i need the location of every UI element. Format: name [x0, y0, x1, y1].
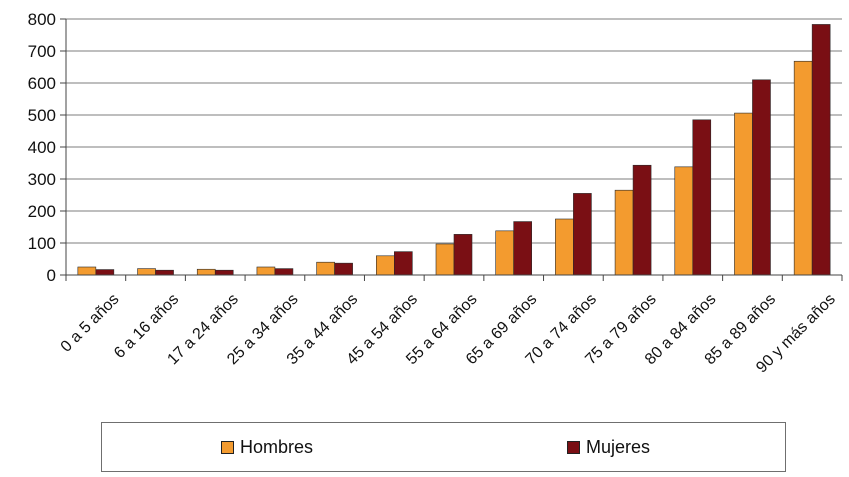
bar-hombres-0 — [77, 266, 97, 276]
y-tick-label: 600 — [28, 74, 56, 93]
bar-hombres-10 — [674, 166, 694, 276]
bar-mujeres-8 — [573, 193, 592, 276]
bar-hombres-4 — [316, 261, 335, 276]
gridlines — [66, 18, 842, 244]
y-tick-label: 700 — [28, 42, 56, 61]
bar-mujeres-1 — [155, 269, 174, 276]
bar-mujeres-0 — [95, 269, 115, 276]
bar-hombres-11 — [734, 112, 753, 276]
bar-hombres-6 — [435, 243, 455, 276]
bar-hombres-7 — [495, 230, 514, 276]
bar-mujeres-3 — [274, 268, 294, 276]
bar-hombres-8 — [555, 218, 574, 276]
bar-mujeres-10 — [692, 119, 712, 276]
y-tick-label: 200 — [28, 202, 56, 221]
legend: Hombres Mujeres — [101, 422, 786, 472]
legend-entry-hombres: Hombres — [221, 437, 313, 458]
legend-label-hombres: Hombres — [240, 437, 314, 457]
legend-swatch-hombres — [221, 441, 234, 454]
bar-mujeres-5 — [394, 251, 413, 276]
y-tick-label: 400 — [28, 138, 56, 157]
bar-mujeres-7 — [513, 221, 532, 276]
legend-entry-mujeres: Mujeres — [567, 437, 650, 458]
bar-hombres-9 — [614, 189, 634, 276]
y-tick-label: 500 — [28, 106, 56, 125]
legend-swatch-mujeres — [567, 441, 580, 454]
bar-mujeres-6 — [453, 234, 473, 276]
y-tick-label: 300 — [28, 170, 56, 189]
y-tick-label: 100 — [28, 234, 56, 253]
bar-mujeres-4 — [334, 262, 353, 276]
bar-mujeres-12 — [811, 24, 831, 276]
bar-hombres-1 — [137, 268, 156, 276]
bar-hombres-12 — [793, 60, 813, 276]
bar-hombres-5 — [376, 255, 395, 276]
y-axis-ticks: 0 100 200 300 400 500 600 700 800 — [28, 10, 66, 285]
bar-hombres-2 — [196, 268, 216, 276]
bar-hombres-3 — [256, 266, 276, 276]
x-category-label: 0 a 5 años — [58, 291, 123, 356]
legend-label-mujeres: Mujeres — [586, 437, 651, 457]
bar-mujeres-2 — [214, 269, 234, 276]
y-tick-label: 800 — [28, 10, 56, 29]
y-tick-label: 0 — [47, 266, 56, 285]
bar-mujeres-9 — [632, 164, 652, 276]
bars — [77, 24, 831, 276]
axes — [65, 19, 843, 281]
bar-mujeres-11 — [752, 79, 771, 276]
